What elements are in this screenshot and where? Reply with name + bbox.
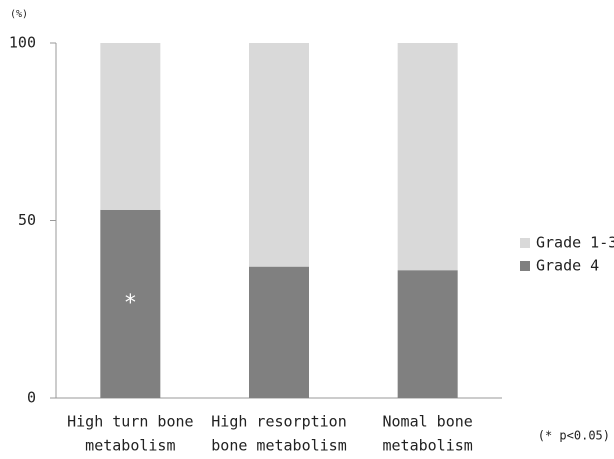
- x-tick-label: High turn bone: [67, 413, 193, 431]
- bar-segment: [249, 266, 309, 398]
- y-tick-label: 0: [27, 389, 36, 407]
- x-tick-label: High resorption: [211, 413, 346, 431]
- bar-segment: [100, 43, 161, 210]
- legend-label: Grade 4: [536, 257, 599, 275]
- y-tick-label: 50: [18, 211, 36, 229]
- legend-swatch: [520, 261, 530, 271]
- y-tick-label: 100: [9, 34, 36, 52]
- y-unit-label: (%): [10, 9, 28, 20]
- bar-segment: [249, 43, 309, 267]
- footnote: (* p<0.05): [538, 429, 610, 443]
- x-tick-label: bone metabolism: [211, 437, 346, 455]
- bar-segment: [100, 209, 161, 398]
- bar-segment: [397, 270, 458, 398]
- x-tick-label: Nomal bone: [383, 413, 473, 431]
- x-tick-label: metabolism: [85, 437, 175, 455]
- annotation: *: [124, 291, 137, 316]
- legend-swatch: [520, 238, 530, 248]
- legend-label: Grade 1-3: [536, 234, 614, 252]
- x-tick-label: metabolism: [383, 437, 473, 455]
- bar-segment: [397, 43, 458, 271]
